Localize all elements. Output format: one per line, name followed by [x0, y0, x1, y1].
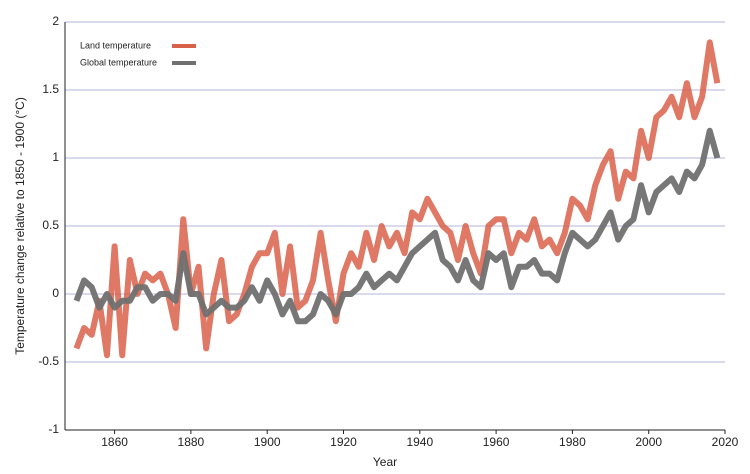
- y-axis-label: Temperature change relative to 1850 - 19…: [13, 97, 27, 355]
- x-tick-label: 1920: [330, 435, 357, 449]
- y-tick-label: 0.5: [42, 218, 59, 232]
- y-tick-label: 2: [52, 14, 59, 28]
- y-tick-label: -0.5: [38, 354, 59, 368]
- x-axis-label: Year: [373, 455, 397, 469]
- y-tick-label: -1: [48, 422, 59, 436]
- legend-label: Global temperature: [80, 57, 157, 67]
- y-tick-label: 0: [52, 286, 59, 300]
- x-tick-label: 2000: [635, 435, 662, 449]
- data-line: [73, 39, 721, 359]
- x-tick-label: 2020: [712, 435, 739, 449]
- x-tick-label: 1880: [178, 435, 205, 449]
- x-tick-label: 1960: [483, 435, 510, 449]
- y-tick-label: 1: [52, 150, 59, 164]
- data-line: [73, 127, 721, 325]
- x-tick-label: 1980: [559, 435, 586, 449]
- y-tick-label: 1.5: [42, 82, 59, 96]
- x-tick-label: 1860: [101, 435, 128, 449]
- x-tick-label: 1940: [406, 435, 433, 449]
- x-tick-label: 1900: [254, 435, 281, 449]
- legend-label: Land temperature: [80, 40, 151, 50]
